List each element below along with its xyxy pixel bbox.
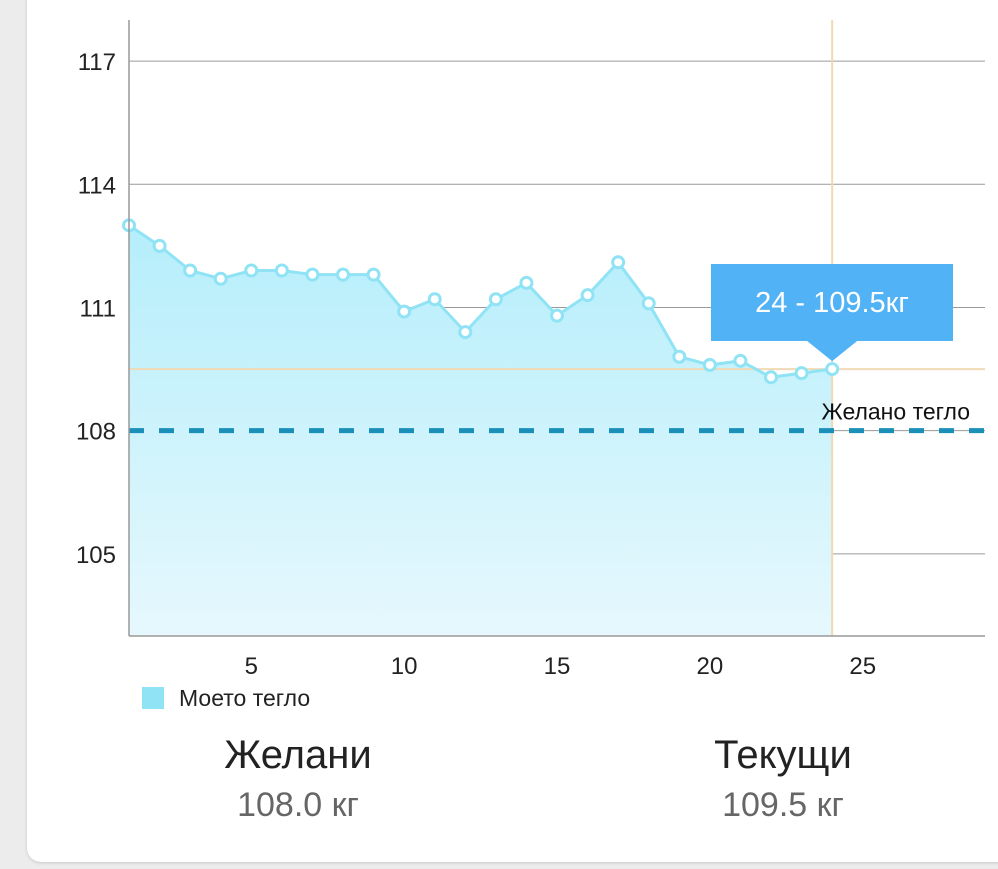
data-point (427, 292, 442, 307)
data-point (641, 296, 656, 311)
data-point (611, 255, 626, 270)
data-point (702, 357, 717, 372)
tooltip-box (711, 264, 953, 362)
y-tick-label: 108 (76, 419, 116, 446)
data-point (458, 325, 473, 340)
data-point (244, 263, 259, 278)
target-stat-value: 108.0 кг (237, 786, 359, 824)
data-point (274, 263, 289, 278)
legend-swatch (142, 687, 164, 709)
target-line-label: Желано тегло (821, 399, 970, 425)
data-point (794, 366, 809, 381)
y-tick-label: 105 (76, 542, 116, 569)
current-stat: Текущи 109.5 кг (633, 733, 933, 825)
data-point (305, 267, 320, 282)
data-point (672, 349, 687, 364)
data-point (580, 288, 595, 303)
data-point (366, 267, 381, 282)
series-area (129, 225, 833, 637)
data-point (488, 292, 503, 307)
x-tick-label: 10 (391, 653, 418, 680)
tooltip: 24 - 109.5кг (711, 264, 953, 362)
x-tick-label: 25 (849, 653, 876, 680)
target-stat-label: Желани (224, 733, 372, 777)
x-tick-label: 5 (245, 653, 258, 680)
data-point (336, 267, 350, 282)
x-tick-label: 15 (544, 653, 571, 680)
y-tick-label: 117 (78, 49, 116, 76)
data-point (764, 370, 778, 385)
x-tick-label: 20 (697, 653, 724, 680)
y-tick-label: 111 (80, 295, 116, 322)
data-point (550, 308, 564, 323)
data-point (183, 263, 198, 278)
data-point (825, 362, 840, 377)
data-point (397, 304, 412, 319)
data-point (213, 271, 228, 286)
tooltip-text: 24 - 109.5кг (755, 287, 909, 319)
data-point (152, 238, 167, 253)
data-point (733, 353, 748, 368)
current-stat-label: Текущи (714, 733, 852, 777)
data-point (519, 275, 534, 290)
target-stat: Желани 108.0 кг (148, 733, 448, 825)
legend-label: Моето тегло (179, 685, 310, 711)
weight-chart[interactable]: 105 108 111 114 117 5 10 15 20 25 Желано тегло 2… (0, 0, 998, 720)
y-tick-label: 114 (78, 172, 116, 199)
current-stat-value: 109.5 кг (722, 786, 844, 824)
